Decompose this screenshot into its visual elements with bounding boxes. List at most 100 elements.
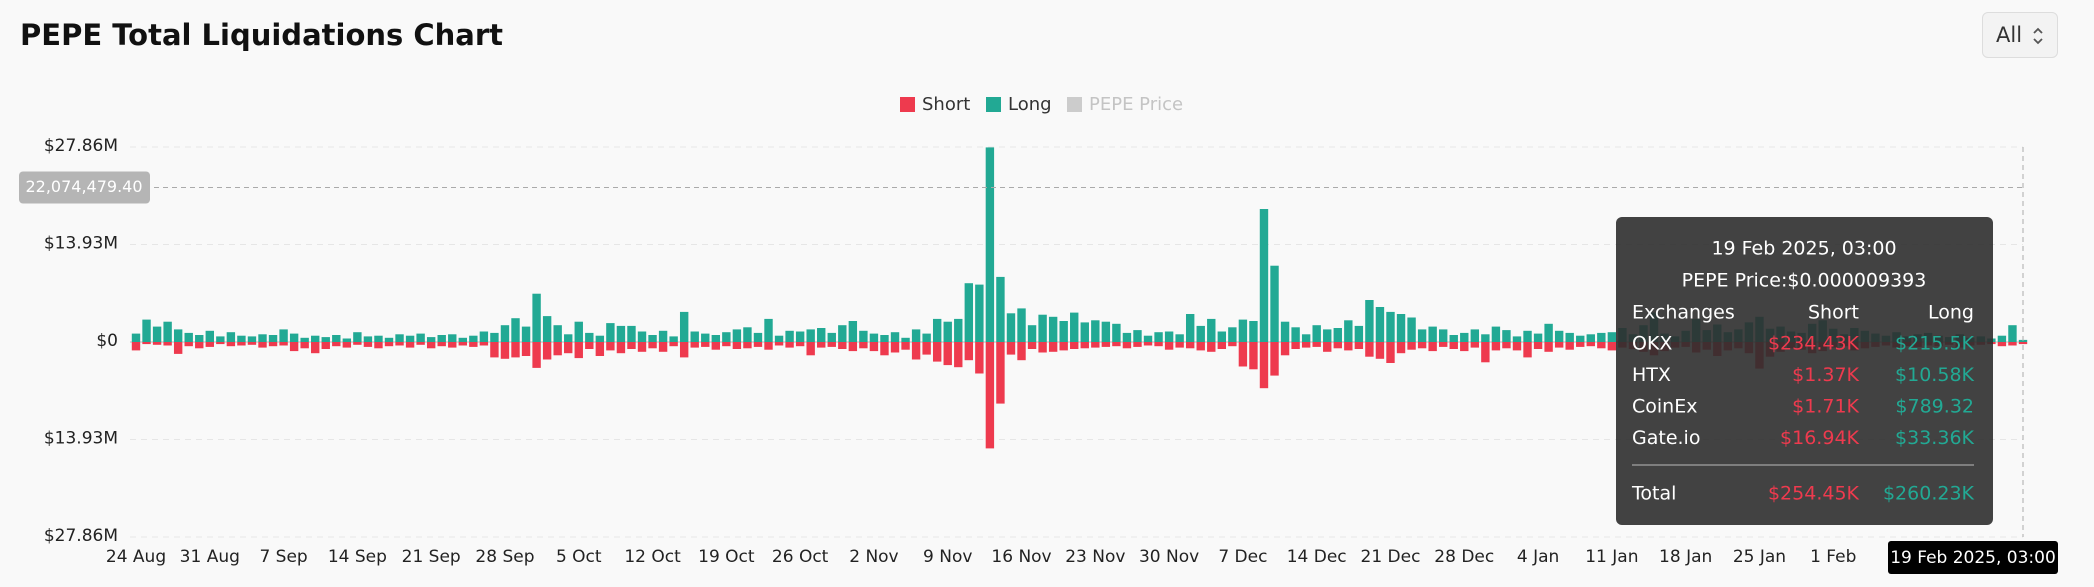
bar	[869, 342, 879, 352]
tooltip-row-long: $215.5K	[1895, 333, 1974, 355]
bar	[564, 342, 573, 354]
bar	[722, 332, 731, 342]
bar	[1133, 342, 1142, 347]
bar	[321, 337, 330, 342]
bar	[1091, 342, 1100, 348]
bar	[606, 342, 615, 351]
bar	[1502, 342, 1511, 349]
bar	[458, 342, 467, 346]
bar	[374, 342, 383, 349]
bar	[1744, 342, 1754, 354]
bar	[1839, 334, 1848, 342]
bar	[690, 342, 699, 348]
bar	[859, 342, 868, 349]
tooltip-row-label: OKX	[1632, 333, 1672, 355]
bar	[1913, 342, 1922, 347]
bar	[1945, 342, 1954, 345]
bar	[1607, 332, 1617, 342]
bar	[448, 342, 457, 348]
bar	[1966, 337, 1975, 342]
bar	[901, 337, 910, 342]
legend-label: Long	[1008, 94, 1052, 115]
range-label: All	[1996, 23, 2023, 47]
bar	[1734, 329, 1743, 342]
bar	[838, 342, 847, 349]
bar	[1871, 342, 1880, 347]
bar	[1207, 342, 1216, 352]
tooltip-header-short: Short	[1808, 302, 1859, 324]
bar	[1365, 300, 1374, 342]
bar	[1396, 314, 1406, 342]
bar	[932, 342, 942, 362]
bar	[1291, 327, 1300, 342]
tooltip-total-label: Total	[1631, 483, 1676, 505]
bar	[1702, 330, 1711, 342]
bar	[332, 342, 341, 347]
bar	[1312, 342, 1321, 347]
bar	[785, 330, 794, 342]
bar	[173, 342, 183, 354]
bar	[1786, 342, 1796, 349]
bar	[1006, 342, 1016, 355]
bar	[1249, 342, 1258, 370]
bar	[1238, 342, 1248, 367]
bar	[279, 342, 288, 346]
bar	[943, 342, 952, 366]
bar	[1185, 314, 1195, 342]
range-selector[interactable]: All	[1982, 12, 2058, 58]
bar	[1428, 326, 1437, 342]
bar	[173, 329, 183, 342]
x-tick-label: 5 Oct	[556, 547, 602, 567]
bar	[1892, 332, 1901, 342]
bar	[901, 342, 910, 350]
bar	[1470, 329, 1480, 342]
x-tick-label: 11 Jan	[1585, 547, 1638, 567]
bar	[1913, 334, 1922, 342]
bar	[1860, 342, 1870, 349]
bar	[237, 335, 246, 342]
bar	[416, 342, 425, 345]
bar	[142, 319, 151, 342]
bar	[405, 335, 415, 342]
legend-swatch	[900, 97, 915, 112]
bar	[1934, 342, 1943, 347]
bar	[1997, 342, 2007, 347]
bar	[1576, 342, 1585, 347]
bar	[542, 316, 552, 342]
bar	[616, 325, 626, 342]
bar	[2008, 342, 2017, 346]
bar	[1533, 342, 1543, 349]
bar	[911, 342, 921, 360]
bar	[1228, 327, 1237, 342]
bar	[648, 342, 657, 349]
bar	[1112, 323, 1121, 342]
bar	[1344, 342, 1353, 351]
bar	[195, 342, 204, 349]
bar	[859, 330, 868, 342]
bar	[1122, 332, 1132, 342]
bar	[1934, 335, 1943, 342]
bar	[1892, 342, 1901, 348]
bar	[1449, 342, 1458, 349]
bar	[795, 342, 805, 347]
bar	[1133, 330, 1142, 342]
bar	[1723, 342, 1733, 351]
bar	[774, 342, 784, 346]
tooltip-header-long: Long	[1928, 302, 1974, 324]
bar	[690, 331, 699, 342]
bar	[131, 342, 141, 351]
crosshair-y-label: 22,074,479.40	[25, 177, 142, 196]
x-tick-label: 7 Dec	[1218, 547, 1267, 567]
bar	[1765, 342, 1775, 357]
bar	[996, 276, 1005, 342]
bar	[448, 334, 457, 342]
tooltip-total-short: $254.45K	[1768, 483, 1860, 505]
bar	[384, 342, 394, 347]
bar	[1881, 335, 1891, 342]
bar	[943, 321, 952, 342]
bar	[1755, 316, 1764, 342]
bar	[1386, 342, 1395, 363]
bar	[268, 342, 278, 347]
